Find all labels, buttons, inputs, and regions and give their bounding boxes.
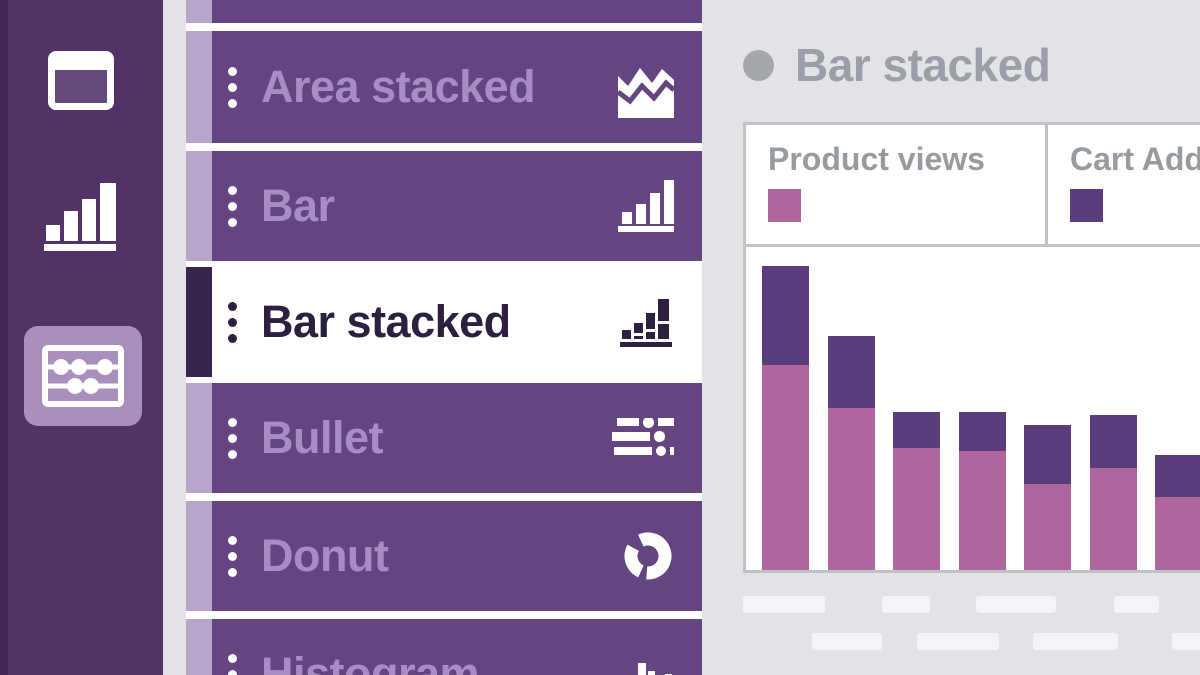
bar-segment-cart-additions	[1024, 424, 1071, 485]
drag-strip	[186, 619, 212, 675]
x-label-placeholder	[1033, 633, 1118, 650]
item-label: Bar	[261, 180, 335, 231]
bar-segment-cart-additions	[1155, 454, 1200, 498]
stacked-bar	[1089, 414, 1137, 570]
bar-segment-product-views	[1089, 467, 1137, 570]
stacked-bar	[1155, 454, 1200, 570]
item-label: Histogram	[261, 648, 480, 675]
legend-swatch	[1070, 189, 1103, 222]
drag-handle-icon[interactable]	[228, 417, 237, 459]
abacus-icon	[42, 345, 124, 407]
window-icon[interactable]	[48, 51, 114, 110]
legend-label: Cart Additions	[1070, 141, 1200, 177]
x-label-placeholder	[882, 596, 930, 613]
histogram-icon	[630, 653, 674, 675]
item-label: Bullet	[261, 412, 384, 463]
legend-item-product-views: Product views	[746, 125, 1048, 244]
bullet-icon	[612, 418, 674, 458]
stacked-bar	[1024, 424, 1071, 570]
legend-swatch	[768, 189, 801, 222]
plot-area	[746, 247, 1200, 570]
item-label: Bar stacked	[261, 296, 511, 347]
bar-segment-cart-additions	[827, 335, 875, 409]
bar-segment-product-views	[762, 365, 809, 570]
bar-icon	[618, 180, 674, 232]
stacked-bar	[827, 335, 875, 570]
sidebar	[0, 0, 163, 675]
list-item-area-stacked[interactable]: Area stacked	[186, 31, 702, 143]
bar-segment-product-views	[893, 447, 940, 570]
bar-segment-cart-additions	[893, 411, 940, 448]
drag-handle-icon[interactable]	[228, 301, 237, 343]
x-label-placeholder	[812, 633, 882, 650]
bar-segment-product-views	[827, 408, 875, 570]
list-item-bullet[interactable]: Bullet	[186, 383, 702, 493]
preview-title-text: Bar stacked	[795, 39, 1051, 91]
list-item-histogram[interactable]: Histogram	[186, 619, 702, 675]
bar-stacked-icon	[618, 297, 674, 347]
x-label-placeholder	[917, 633, 999, 650]
list-item-bar-stacked[interactable]: Bar stacked	[186, 267, 702, 377]
list-item-bar[interactable]: Bar	[186, 151, 702, 261]
preview-title: Bar stacked	[743, 38, 1051, 92]
bar-segment-cart-additions	[1089, 414, 1137, 468]
item-label: Donut	[261, 530, 389, 581]
item-label: Area stacked	[261, 61, 536, 112]
drag-handle-icon[interactable]	[228, 653, 237, 675]
stacked-bar	[893, 411, 940, 570]
bar-chart-icon[interactable]	[44, 183, 116, 251]
list-item-donut[interactable]: Donut	[186, 501, 702, 611]
bar-segment-product-views	[958, 451, 1006, 570]
drag-handle-icon[interactable]	[228, 185, 237, 227]
stacked-bar	[762, 266, 809, 570]
bullet-dot-icon	[743, 49, 774, 81]
drag-handle-icon[interactable]	[228, 66, 237, 108]
bar-segment-product-views	[1024, 484, 1071, 570]
drag-handle-icon[interactable]	[228, 535, 237, 577]
area-stacked-icon	[618, 56, 674, 118]
x-label-placeholder	[1114, 596, 1159, 613]
x-label-placeholder	[1172, 633, 1200, 650]
drag-strip	[186, 0, 212, 23]
drag-strip	[186, 151, 212, 261]
abacus-button[interactable]	[24, 326, 142, 426]
chart-preview-card: Product views Cart Additions	[743, 122, 1200, 573]
bar-segment-product-views	[1155, 497, 1200, 570]
legend-label: Product views	[768, 141, 985, 177]
drag-strip	[186, 31, 212, 143]
chart-type-list: Area stacked Bar	[186, 0, 702, 675]
legend-item-cart-additions: Cart Additions	[1048, 125, 1200, 244]
bar-segment-cart-additions	[958, 411, 1006, 452]
x-label-placeholder	[976, 596, 1056, 613]
drag-strip	[186, 267, 212, 377]
list-item-partial[interactable]	[186, 0, 702, 23]
chart-legend: Product views Cart Additions	[746, 125, 1200, 247]
donut-icon	[622, 530, 674, 582]
x-label-placeholder	[743, 596, 825, 613]
drag-strip	[186, 383, 212, 493]
stacked-bar	[958, 411, 1006, 570]
bar-segment-cart-additions	[762, 266, 809, 366]
drag-strip	[186, 501, 212, 611]
